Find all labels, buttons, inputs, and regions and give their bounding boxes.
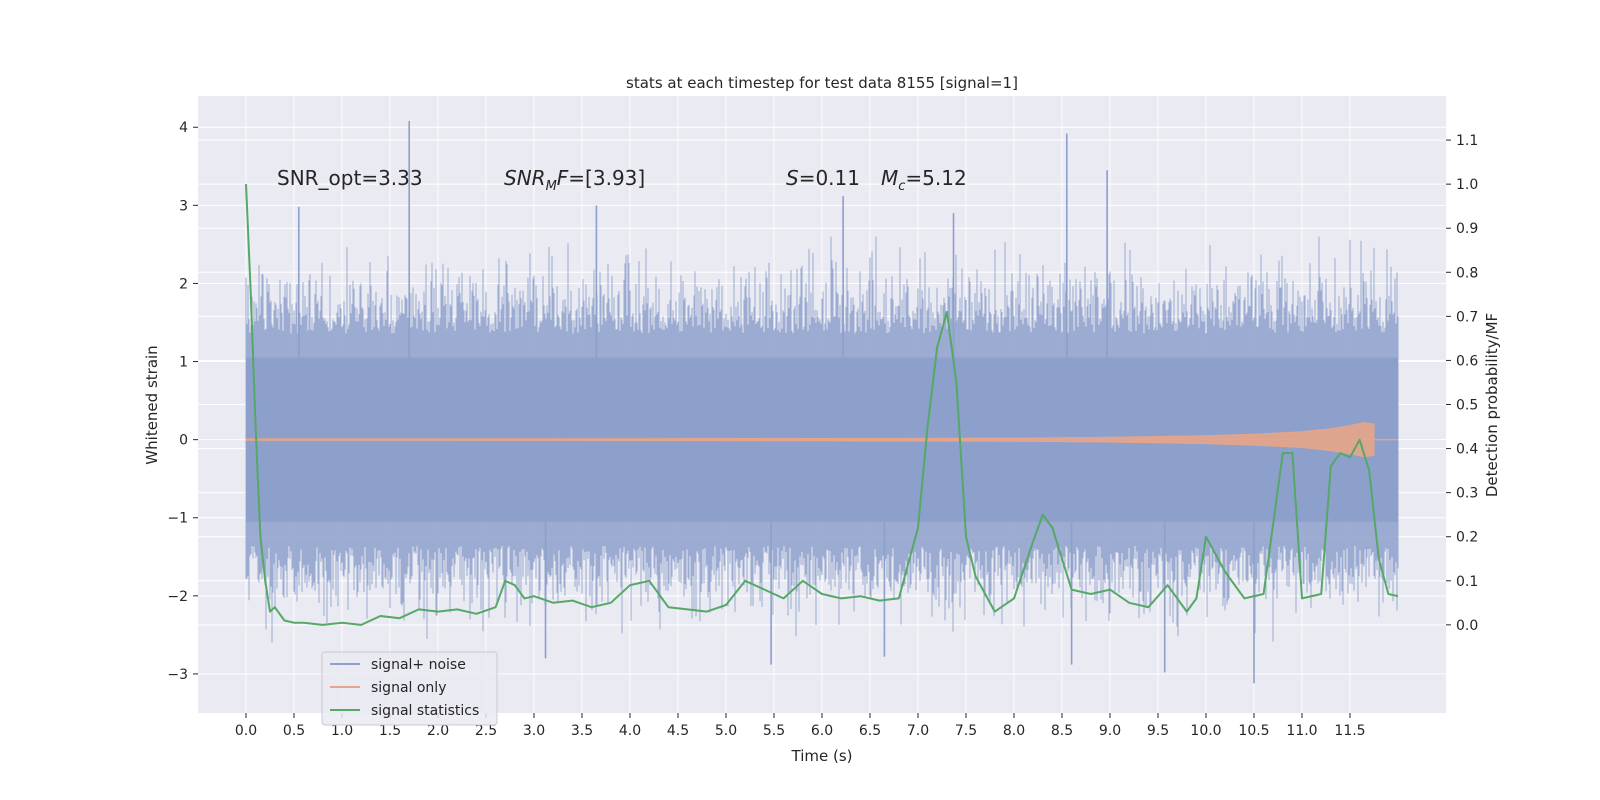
signal-only-series (245, 421, 1398, 458)
y-right-tick-label: 0.8 (1456, 265, 1478, 281)
x-tick-label: 1.0 (331, 723, 353, 739)
x-tick-label: 7.0 (907, 723, 929, 739)
y-right-tick-label: 0.6 (1456, 353, 1478, 369)
x-tick-label: 3.0 (523, 723, 545, 739)
y-tick-label: 4 (179, 120, 188, 136)
x-tick-label: 8.0 (1003, 723, 1025, 739)
y-axis-right-label: Detection probability/MF (1483, 313, 1501, 497)
y-tick-label: −3 (167, 667, 188, 683)
y-right-tick-label: 0.5 (1456, 398, 1478, 414)
chart-title: stats at each timestep for test data 815… (626, 74, 1018, 92)
x-tick-label: 4.5 (667, 723, 689, 739)
y-right-tick-label: 0.4 (1456, 442, 1478, 458)
y-tick-label: 3 (179, 198, 188, 214)
x-tick-label: 3.5 (571, 723, 593, 739)
snr-opt-annotation: SNR_opt=3.33 (277, 166, 423, 190)
legend-label-stats: signal statistics (371, 703, 479, 719)
x-tick-label: 8.5 (1051, 723, 1073, 739)
x-tick-label: 7.5 (955, 723, 977, 739)
x-tick-label: 10.0 (1190, 723, 1221, 739)
legend: signal+ noise signal only signal statist… (321, 651, 498, 726)
legend-label-noise: signal+ noise (371, 657, 466, 673)
y-right-tick-label: 0.7 (1456, 309, 1478, 325)
y-axis-label: Whitened strain (143, 345, 161, 464)
x-axis-label: Time (s) (791, 747, 853, 765)
x-tick-label: 6.5 (859, 723, 881, 739)
y-axis-ticks: 4 3 2 1 0 −1 −2 −3 (167, 120, 198, 683)
x-tick-label: 11.5 (1334, 723, 1365, 739)
y-right-tick-label: 0.3 (1456, 486, 1478, 502)
x-tick-label: 0.0 (235, 723, 257, 739)
y-tick-label: 1 (179, 355, 188, 371)
x-tick-label: 1.5 (379, 723, 401, 739)
y-tick-label: 0 (179, 433, 188, 449)
y-tick-label: 2 (179, 276, 188, 292)
snr-mf-annotation: SNRMF=[3.93] (504, 166, 645, 194)
mc-annotation: Mc=5.12 (881, 166, 967, 194)
x-axis-ticks: 0.0 0.5 1.0 1.5 2.0 2.5 3.0 3.5 4.0 4.5 5.0 5.5 6.0 6… (235, 713, 1366, 739)
y-right-tick-label: 1.0 (1456, 177, 1478, 193)
y-right-tick-label: 0.2 (1456, 530, 1478, 546)
x-tick-label: 6.0 (811, 723, 833, 739)
s-annotation: S=0.11 (786, 166, 860, 190)
y-tick-label: −1 (167, 511, 188, 527)
x-tick-label: 10.5 (1238, 723, 1269, 739)
legend-label-signal: signal only (371, 680, 446, 696)
signal-statistics-series (245, 184, 1399, 626)
x-tick-label: 0.5 (283, 723, 305, 739)
y-right-tick-label: 0.0 (1456, 618, 1478, 634)
y-right-tick-label: 0.1 (1456, 574, 1478, 590)
legend-box (321, 651, 498, 726)
x-tick-label: 5.5 (763, 723, 785, 739)
x-tick-label: 2.0 (427, 723, 449, 739)
x-tick-label: 9.0 (1099, 723, 1121, 739)
y-axis-right-ticks: 1.1 1.0 0.9 0.8 0.7 0.6 0.5 0.4 0.3 0.2 0.1 0.0 (1446, 133, 1478, 634)
y-tick-label: −2 (167, 589, 188, 605)
y-right-tick-label: 0.9 (1456, 221, 1478, 237)
x-tick-label: 11.0 (1286, 723, 1317, 739)
signal-statistics-line (245, 184, 1399, 626)
x-tick-label: 4.0 (619, 723, 641, 739)
x-tick-label: 9.5 (1147, 723, 1169, 739)
x-tick-label: 5.0 (715, 723, 737, 739)
x-tick-label: 2.5 (475, 723, 497, 739)
y-right-tick-label: 1.1 (1456, 133, 1478, 149)
